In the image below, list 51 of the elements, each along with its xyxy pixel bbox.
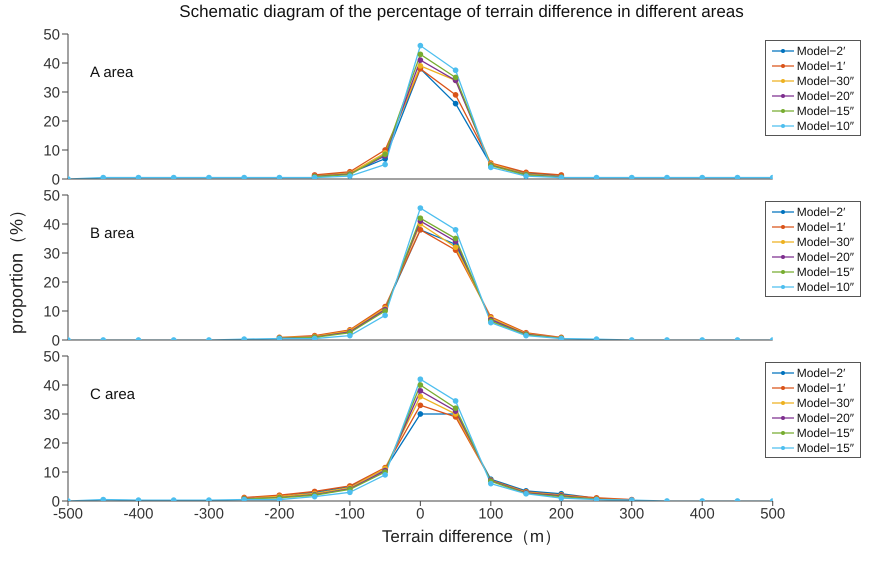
y-tick-label: 0	[52, 332, 60, 350]
legend-label: Model−20″	[796, 410, 854, 424]
legend-label: Model−1′	[796, 220, 846, 234]
y-tick-label: 20	[43, 435, 60, 452]
y-tick-label: 20	[43, 274, 60, 292]
y-tick-label: 20	[43, 113, 60, 130]
y-tick-label: 30	[43, 406, 60, 424]
x-tick-label: 400	[690, 506, 715, 523]
y-tick-label: 10	[43, 303, 60, 320]
y-tick-label: 30	[43, 245, 60, 262]
x-tick-label: 100	[478, 506, 504, 523]
x-tick-label: 300	[619, 506, 644, 523]
x-axis-title: Terrain difference（m）	[380, 526, 562, 548]
x-tick-label: -200	[264, 506, 294, 523]
x-tick-label: 200	[548, 506, 574, 523]
legend-label: Model−15″	[796, 264, 854, 278]
annotation: A area	[90, 64, 134, 81]
y-tick-label: 40	[43, 216, 60, 234]
legend-label: Model−15″	[796, 426, 854, 440]
y-tick-label: 0	[52, 171, 60, 188]
legend-label: Model−30″	[796, 74, 854, 88]
x-tick-label: -100	[334, 506, 365, 523]
legend-label: Model−30″	[796, 234, 854, 248]
y-tick-label: 50	[43, 26, 60, 44]
y-tick-label: 50	[43, 348, 60, 366]
y-axis-title: proportion（%）	[6, 200, 26, 334]
legend-label: Model−15″	[796, 104, 854, 118]
legend-label: Model−10″	[796, 280, 854, 294]
legend-label: Model−2′	[796, 366, 846, 380]
y-tick-label: 50	[43, 187, 60, 204]
x-tick-label: -400	[123, 506, 154, 523]
y-tick-label: 40	[43, 377, 60, 394]
x-tick-label: 0	[416, 506, 425, 523]
legend-label: Model−2′	[796, 44, 846, 58]
legend-label: Model−20″	[796, 250, 854, 264]
legend-label: Model−1′	[796, 380, 846, 394]
y-tick-label: 30	[43, 84, 60, 102]
annotation: B area	[90, 225, 134, 242]
annotation: C area	[90, 386, 136, 403]
y-tick-label: 40	[43, 55, 60, 72]
x-tick-label: -300	[194, 506, 224, 523]
y-tick-label: 10	[43, 464, 60, 482]
legend-label: Model−10″	[796, 118, 854, 132]
legend-label: Model−30″	[796, 396, 854, 410]
legend-label: Model−15″	[796, 440, 854, 454]
x-tick-label: 500	[760, 506, 786, 523]
y-tick-label: 10	[43, 142, 60, 160]
legend-label: Model−20″	[796, 88, 854, 102]
legend-label: Model−2′	[796, 204, 846, 218]
legend-label: Model−1′	[796, 58, 846, 72]
chart-title: Schematic diagram of the percentage of terrain difference in different areas	[178, 1, 745, 23]
